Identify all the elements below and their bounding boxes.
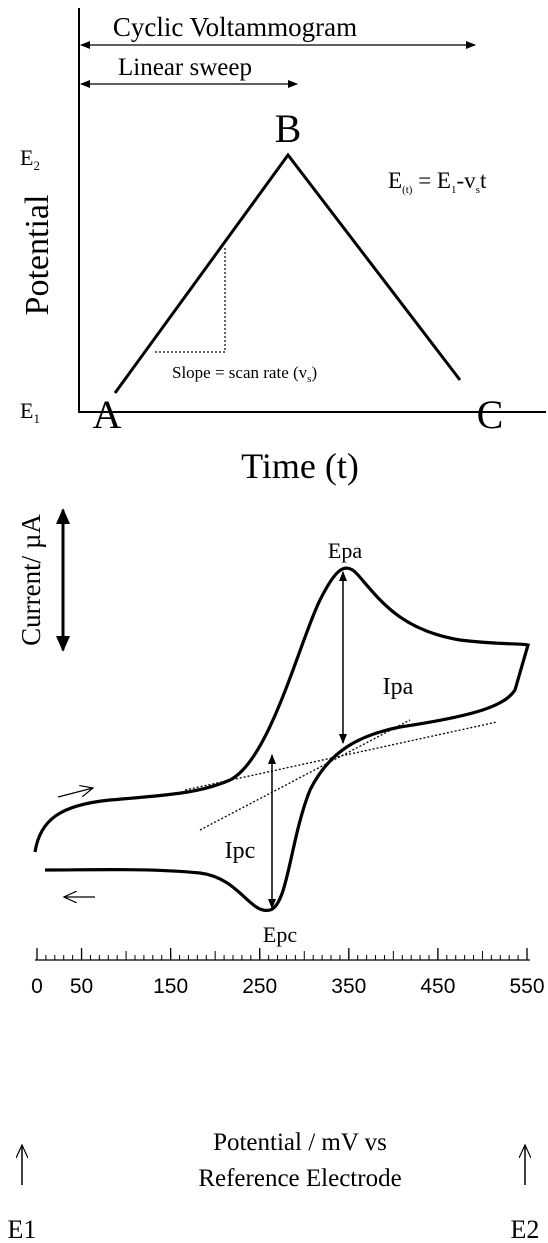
- cv-curve: [33, 566, 530, 912]
- triangle-wave: [113, 152, 462, 394]
- tick-label: 150: [153, 975, 188, 998]
- tick-label: 250: [242, 975, 277, 998]
- point-a: A: [93, 392, 122, 437]
- y-label: Potential: [19, 195, 56, 316]
- e2-label: E2: [20, 145, 40, 173]
- tick-label: 450: [420, 975, 455, 998]
- e1-end-label: E1: [8, 1215, 37, 1243]
- ipa-label: Ipa: [383, 674, 414, 700]
- tick-label: 550: [509, 975, 544, 998]
- cathodic-baseline: [199, 719, 411, 831]
- current-label: Current/ µA: [16, 514, 46, 646]
- point-b: B: [275, 106, 302, 151]
- slope-triangle: [155, 248, 226, 353]
- cv-label: Cyclic Voltammogram: [113, 12, 357, 42]
- slope-label: Slope = scan rate (vs): [172, 363, 317, 385]
- anodic-baseline: [184, 721, 498, 791]
- voltammogram: [22, 508, 530, 1185]
- equation: E(t) = E1-vst: [388, 168, 487, 196]
- epa-label: Epa: [328, 538, 362, 563]
- axis-label-2: Reference Electrode: [198, 1165, 401, 1192]
- point-c: C: [477, 392, 504, 437]
- e2-end-label: E2: [511, 1215, 540, 1243]
- ipc-label: Ipc: [225, 838, 256, 864]
- epc-label: Epc: [263, 922, 297, 947]
- e1-label: E1: [20, 398, 40, 426]
- time-plot: [78, 8, 546, 413]
- sweep-label: Linear sweep: [118, 54, 252, 81]
- forward-arrow: [57, 788, 93, 798]
- tick-label: 350: [331, 975, 366, 998]
- axis-label-1: Potential / mV vs: [213, 1129, 387, 1156]
- x-label: Time (t): [241, 446, 359, 486]
- tick-label: 50: [70, 975, 93, 998]
- tick-label: 0: [31, 975, 43, 998]
